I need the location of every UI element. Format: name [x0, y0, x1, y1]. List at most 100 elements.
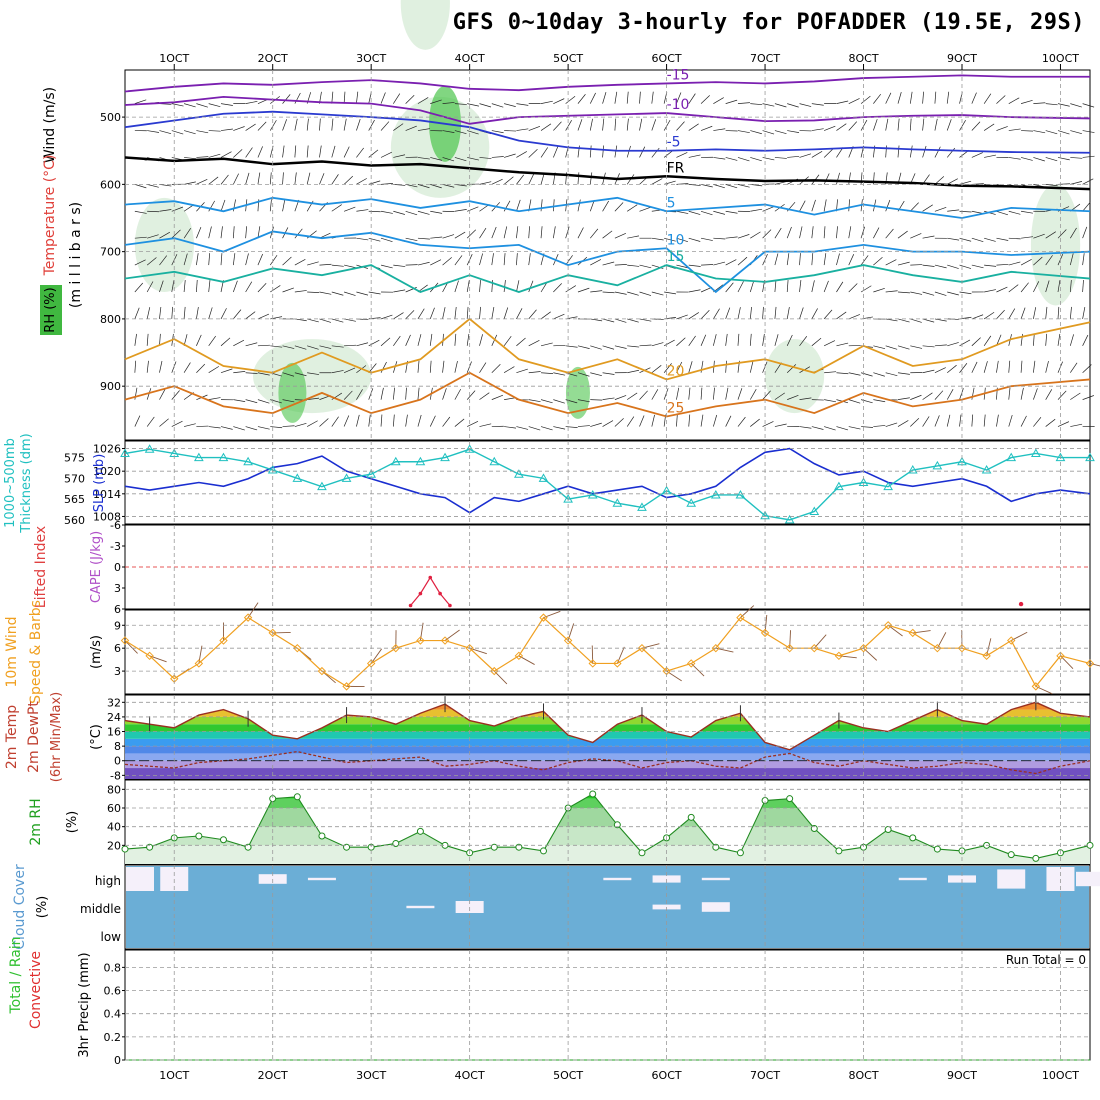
- wind-barb: [479, 253, 483, 266]
- wind-barb: [799, 397, 812, 400]
- wind-barb: [405, 210, 418, 216]
- isotherm-line: [124, 96, 1091, 125]
- thickness-marker: [735, 489, 746, 499]
- wind-barb: [553, 426, 566, 430]
- cloud-cover-bar: [603, 877, 632, 881]
- wind-barb: [1008, 360, 1011, 373]
- wind-barb: [1045, 231, 1056, 239]
- wind-barb: [910, 417, 920, 427]
- wind-barb: [454, 388, 461, 400]
- wind-barb: [183, 306, 186, 319]
- wind-barb: [676, 237, 689, 243]
- wind-barb: [134, 360, 137, 373]
- lifted-index-point: [408, 603, 413, 608]
- x-tick-label-top: 6OCT: [652, 52, 682, 65]
- thickness-marker: [415, 456, 426, 466]
- wind-barb: [1008, 261, 1021, 266]
- wind-barb: [442, 157, 455, 162]
- wind-barb: [393, 335, 401, 347]
- wind-barb: [393, 312, 404, 320]
- wind-barb: [873, 287, 885, 293]
- wind-barb: [922, 392, 933, 400]
- rh-point: [318, 832, 326, 840]
- wind-barb: [996, 360, 999, 373]
- wind-speed-marker: [243, 613, 253, 622]
- wind-barb: [811, 199, 816, 212]
- wind-barb: [786, 280, 789, 293]
- wind-barb: [208, 397, 221, 400]
- wind-barb: [516, 103, 529, 106]
- wind-barb: [774, 306, 777, 319]
- wind-barb: [380, 314, 393, 320]
- wind-barb: [860, 372, 873, 377]
- wind-barb: [959, 264, 972, 269]
- wind-barb: [343, 291, 356, 296]
- wind-barb: [577, 287, 590, 293]
- wind-barb: [380, 92, 386, 104]
- wind-barb: [467, 130, 479, 135]
- wind-barb: [589, 145, 592, 158]
- wind-barb: [577, 94, 586, 104]
- rh-tick-label: 40: [107, 821, 121, 834]
- wind-barb: [294, 290, 307, 293]
- wind-barb: [553, 344, 566, 347]
- rh-point: [219, 836, 227, 844]
- wind-barb: [602, 291, 615, 294]
- wind-barb: [257, 399, 270, 404]
- wind-barb: [208, 335, 216, 347]
- wind-barb: [232, 280, 238, 293]
- wind-barb: [319, 318, 332, 323]
- thickness-marker: [341, 473, 352, 482]
- wind-barb: [885, 259, 897, 266]
- wind-barb: [602, 372, 615, 375]
- wind-barb: [479, 423, 492, 427]
- dewpoint-line: [124, 750, 1091, 775]
- wind-tick-label: 3: [114, 665, 121, 678]
- wind-speed-marker: [194, 659, 204, 668]
- thickness-line: [124, 448, 1090, 521]
- x-tick-label-top: 4OCT: [455, 52, 485, 65]
- wind-barb: [922, 204, 933, 212]
- wind-barb: [713, 157, 726, 160]
- wind-barb: [159, 280, 164, 293]
- wind-barb: [823, 199, 827, 212]
- wind-barb: [294, 372, 307, 377]
- wind-barb: [417, 261, 430, 266]
- wind-barb: [282, 399, 295, 403]
- thickness-marker: [243, 456, 253, 466]
- wind-barb: [651, 389, 659, 400]
- wind-barb: [1057, 103, 1070, 107]
- wind-barb: [245, 399, 258, 404]
- wind-barb: [442, 184, 455, 188]
- wind-barb: [897, 261, 910, 266]
- wind-barb: [836, 311, 847, 320]
- wind-barb: [811, 151, 823, 158]
- wind-barb: [405, 310, 415, 320]
- wind-barb: [713, 414, 718, 427]
- temperature-band: [125, 738, 1090, 747]
- wind-barb: [836, 123, 847, 131]
- wind-barb: [257, 313, 270, 320]
- wind-barb: [503, 200, 511, 212]
- wind-barb: [553, 98, 565, 104]
- wind-barb: [553, 121, 562, 131]
- wind-barb: [590, 290, 603, 293]
- minmax-axis-label: (6hr Min/Max): [49, 692, 64, 782]
- wind-barb: [725, 157, 738, 161]
- wind-barb: [590, 399, 603, 401]
- precip-tick-label: 0.4: [104, 1008, 122, 1021]
- wind-barb: [233, 149, 243, 158]
- rh-point: [687, 813, 695, 821]
- wind-barb: [750, 130, 762, 135]
- wind-barb: [467, 103, 479, 107]
- wind-barb: [503, 307, 509, 320]
- wind-barb: [528, 340, 540, 347]
- wind-barb: [1033, 233, 1045, 239]
- rh2m-axis-label: 2m RH: [28, 798, 44, 845]
- wind-barb: [910, 202, 919, 212]
- wind-barb: [885, 199, 891, 212]
- pressure-tick-label: 600: [100, 178, 121, 191]
- wind-barb: [208, 176, 219, 185]
- x-tick-label-bottom: 1OCT: [159, 1069, 189, 1082]
- wind-barb: [331, 416, 339, 427]
